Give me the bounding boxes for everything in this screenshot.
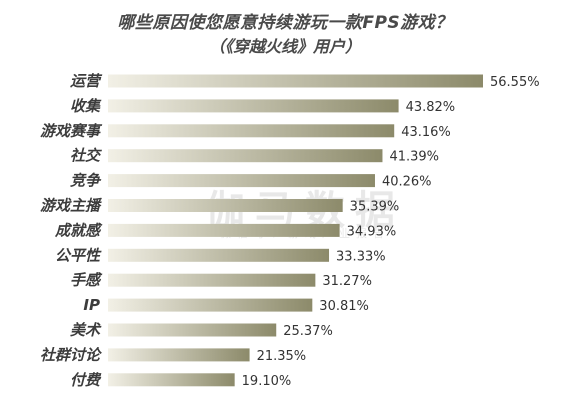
value-label: 41.39% [389, 150, 439, 165]
bar [108, 124, 395, 138]
bar [108, 223, 340, 237]
category-label: 游戏主播 [40, 197, 102, 215]
category-label: 运营 [70, 72, 103, 90]
value-label: 43.16% [401, 125, 451, 140]
bar [108, 248, 330, 262]
category-label: 社交 [70, 147, 102, 165]
category-label: 手感 [70, 271, 103, 289]
bar [108, 74, 483, 88]
category-label: 收集 [70, 97, 102, 115]
bar [108, 373, 235, 387]
category-label: 付费 [70, 371, 102, 389]
bar [108, 149, 383, 163]
value-label: 56.55% [490, 75, 540, 90]
bar [108, 298, 313, 312]
category-label: IP [83, 296, 100, 314]
bar [108, 273, 316, 287]
value-label: 21.35% [257, 349, 307, 364]
value-label: 43.82% [406, 100, 456, 115]
bar [108, 174, 375, 188]
bar [108, 323, 277, 337]
chart-subtitle: （《穿越火线》用户） [208, 37, 361, 56]
category-label: 美术 [70, 321, 102, 339]
value-label: 34.93% [347, 224, 397, 239]
category-label: 成就感 [54, 221, 103, 239]
value-label: 40.26% [382, 175, 432, 190]
category-label: 竞争 [70, 172, 102, 190]
category-label: 公平性 [55, 246, 102, 264]
bar [108, 199, 343, 212]
category-label: 社群讨论 [40, 346, 102, 364]
value-label: 35.39% [350, 200, 400, 215]
value-label: 31.27% [322, 274, 372, 289]
bar [108, 99, 399, 113]
category-label: 游戏赛事 [40, 122, 103, 140]
value-label: 33.33% [336, 249, 386, 264]
value-label: 19.10% [242, 374, 292, 389]
value-label: 25.37% [283, 324, 333, 339]
chart-title: 哪些原因使您愿意持续游玩一款FPS游戏？ [117, 13, 453, 33]
value-label: 30.81% [319, 299, 369, 314]
bar [108, 348, 250, 362]
